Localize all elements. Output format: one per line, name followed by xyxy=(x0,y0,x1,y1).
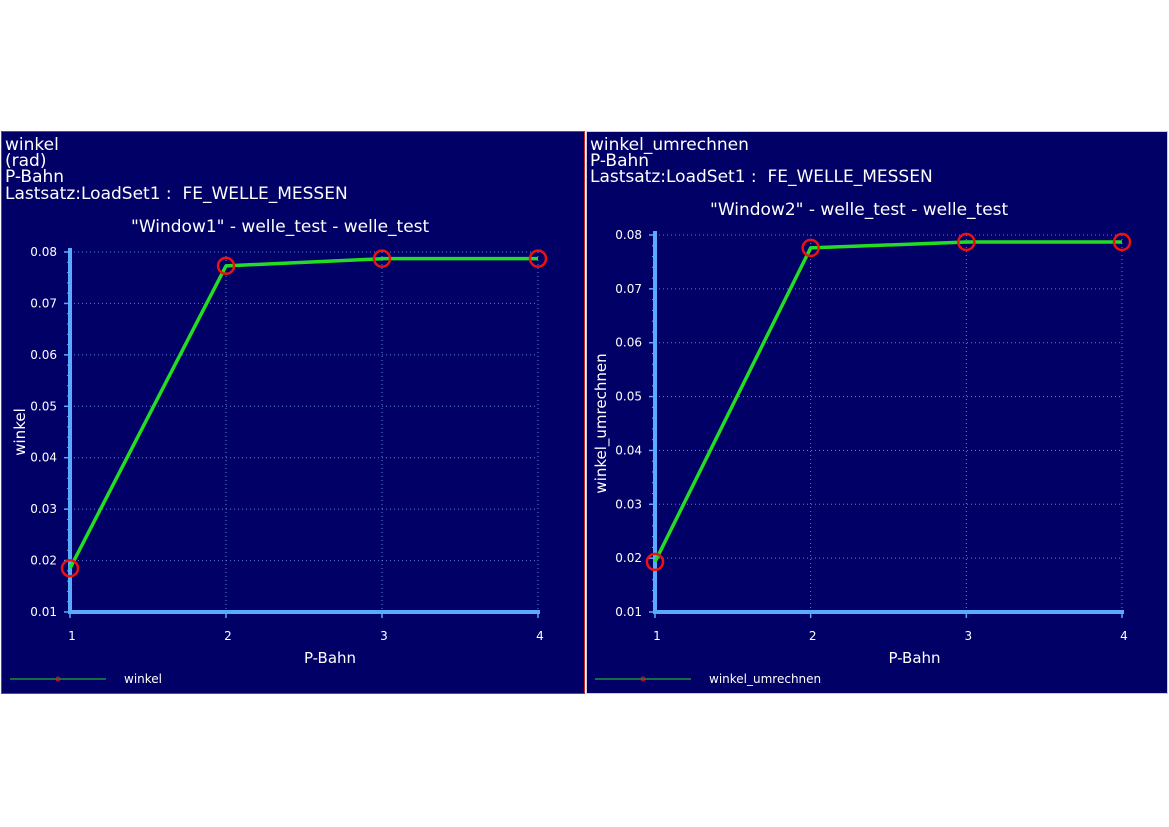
x-tick-label: 1 xyxy=(653,629,661,643)
header-line-2: (rad) xyxy=(5,151,47,171)
y-tick-label: 0.02 xyxy=(30,554,57,568)
legend-label: winkel xyxy=(124,672,162,686)
x-tick-label: 2 xyxy=(224,629,232,643)
x-tick-label: 3 xyxy=(380,629,388,643)
data-point-marker xyxy=(801,238,820,258)
y-tick-label: 0.01 xyxy=(615,605,642,619)
data-point-marker xyxy=(60,559,80,578)
y-tick-label: 0.05 xyxy=(615,390,642,404)
x-axis-label: P-Bahn xyxy=(888,649,940,667)
y-tick-label: 0.07 xyxy=(30,296,57,310)
y-tick-label: 0.08 xyxy=(615,228,642,242)
series-line xyxy=(68,256,538,570)
y-tick-label: 0.06 xyxy=(30,348,57,362)
y-tick-label: 0.02 xyxy=(615,551,642,565)
series-line xyxy=(653,240,1122,563)
x-tick-label: 4 xyxy=(1120,629,1128,643)
legend-marker-swatch xyxy=(640,676,646,682)
legend-label: winkel_umrechnen xyxy=(709,672,821,686)
header-line-4: Lastsatz:LoadSet1 : FE_WELLE_MESSEN xyxy=(5,184,348,204)
y-tick-label: 0.08 xyxy=(30,245,57,259)
chart-panel-1: winkel (rad) P-Bahn Lastsatz:LoadSet1 : … xyxy=(1,131,585,694)
y-tick-label: 0.06 xyxy=(615,336,642,350)
data-point-marker xyxy=(216,256,236,276)
y-tick-label: 0.04 xyxy=(615,443,642,457)
data-point-marker xyxy=(372,249,392,268)
data-point-marker xyxy=(1112,232,1132,252)
x-axis-label: P-Bahn xyxy=(304,649,356,667)
line-chart-1: 0.01 0.02 0.03 0.04 0.05 0.06 0.07 0.08 1 2 3 4 P-Ba… xyxy=(10,245,548,686)
data-point-marker xyxy=(528,249,548,268)
plot-title: "Window2" - welle_test - welle_test xyxy=(710,200,1009,220)
x-tick-label: 3 xyxy=(965,629,973,643)
header-line-2: P-Bahn xyxy=(590,151,650,171)
y-tick-label: 0.07 xyxy=(615,282,642,296)
y-tick-label: 0.03 xyxy=(615,497,642,511)
y-tick-label: 0.01 xyxy=(30,605,57,619)
header-line-3: Lastsatz:LoadSet1 : FE_WELLE_MESSEN xyxy=(590,167,933,187)
x-tick-label: 1 xyxy=(68,629,76,643)
header-line-3: P-Bahn xyxy=(5,167,65,187)
plot-title: "Window1" - welle_test - welle_test xyxy=(131,217,430,237)
y-tick-label: 0.03 xyxy=(30,502,57,516)
data-point-marker xyxy=(957,232,976,252)
y-axis-label: winkel xyxy=(11,408,29,456)
y-tick-label: 0.04 xyxy=(30,451,57,465)
x-tick-label: 2 xyxy=(809,629,817,643)
y-tick-label: 0.05 xyxy=(30,399,57,413)
header-line-1: winkel_umrechnen xyxy=(590,135,749,155)
data-point-marker xyxy=(645,552,665,572)
legend-marker-swatch xyxy=(55,676,61,682)
line-chart-2: 0.01 0.02 0.03 0.04 0.05 0.06 0.07 0.08 1 2 3 4 P-Ba… xyxy=(592,228,1132,686)
header-line-1: winkel xyxy=(5,135,59,155)
chart-panel-2: winkel_umrechnen P-Bahn Lastsatz:LoadSet… xyxy=(586,131,1168,694)
y-axis-label: winkel_umrechnen xyxy=(592,353,611,493)
x-tick-label: 4 xyxy=(536,629,544,643)
